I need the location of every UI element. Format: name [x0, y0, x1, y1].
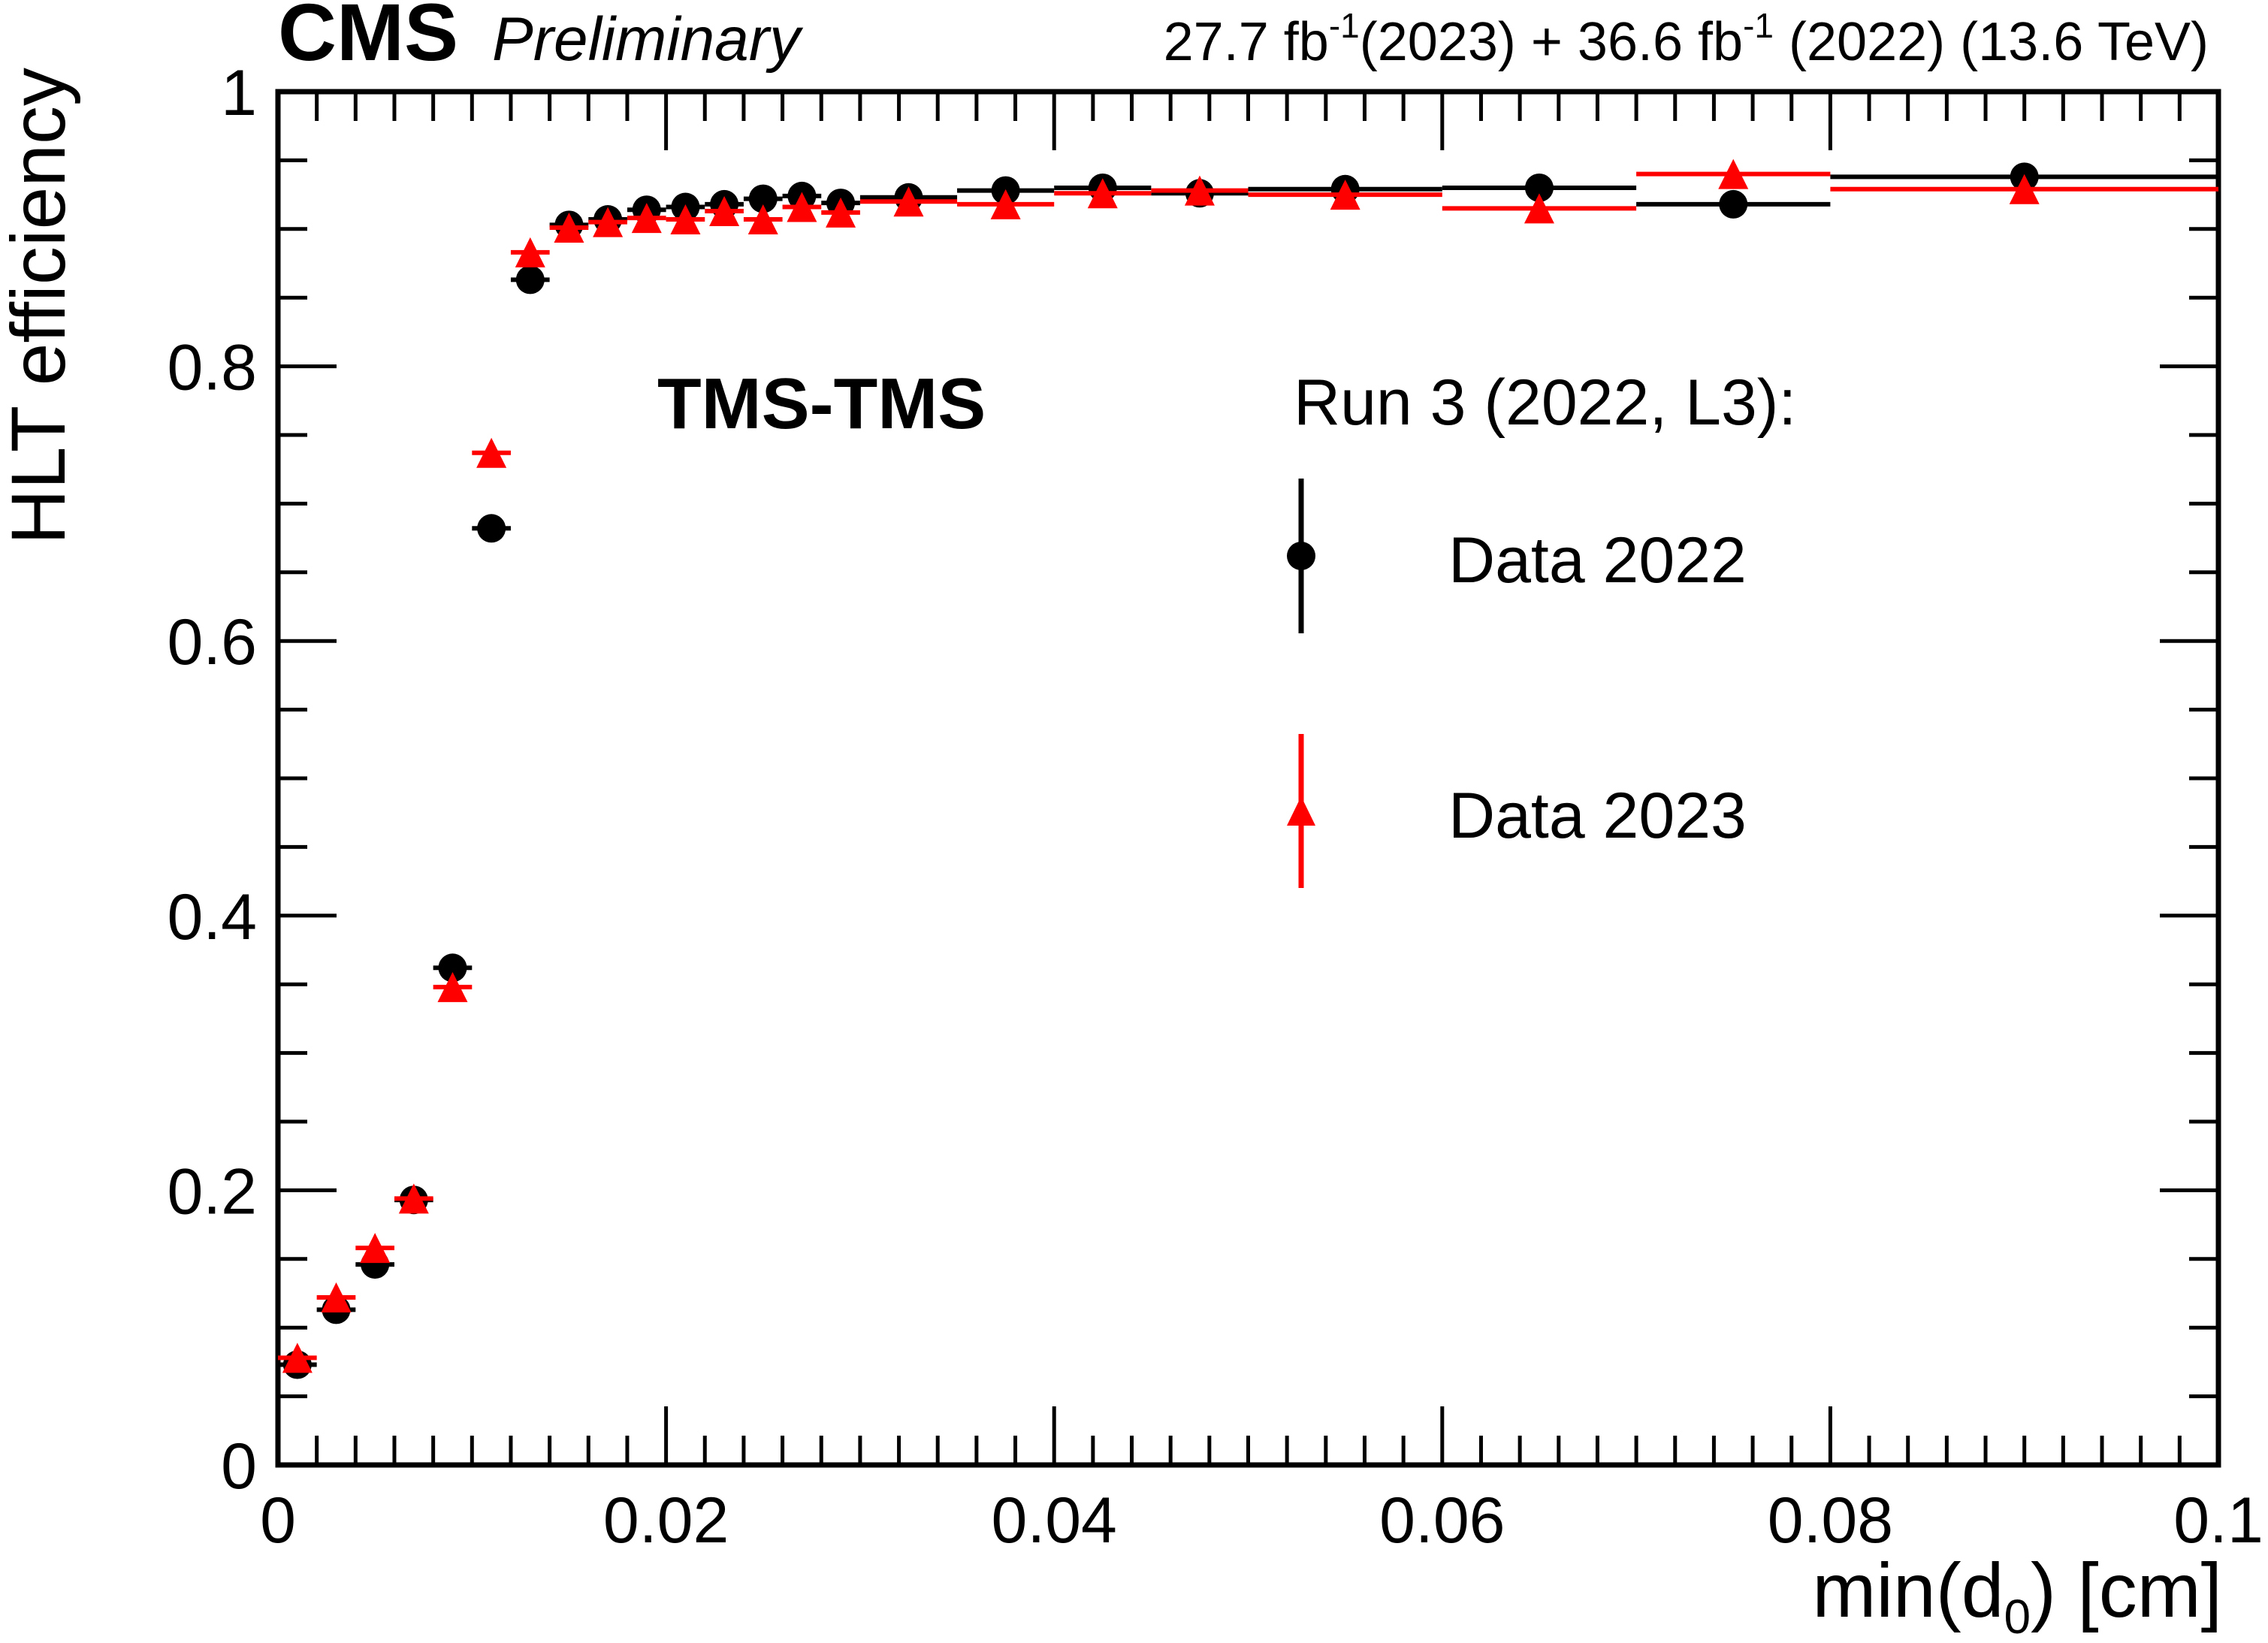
data-point	[515, 265, 545, 294]
series-data-2023	[278, 159, 2218, 1373]
luminosity-label: 27.7 fb-1(2023) + 36.6 fb-1 (2022) (13.6…	[1164, 6, 2209, 72]
y-tick-label: 0.2	[167, 1155, 257, 1228]
data-point	[1718, 159, 1749, 189]
x-tick-labels: 0 0.02 0.04 0.06 0.08 0.1	[260, 1484, 2263, 1557]
legend-header: Run 3 (2022, L3):	[1294, 367, 1796, 439]
legend-entry-data-2023: Data 2023	[1287, 734, 1747, 888]
y-tick-label: 1	[221, 57, 257, 129]
data-point	[1087, 178, 1118, 209]
plot-frame	[275, 89, 2221, 1468]
y-tick-label: 0.8	[167, 332, 257, 404]
data-point	[438, 953, 467, 983]
data-point	[748, 184, 778, 213]
data-point	[893, 186, 924, 217]
data-point	[787, 192, 817, 222]
data-point	[1719, 189, 1748, 219]
y-tick-label: 0.6	[167, 606, 257, 678]
data-point	[747, 204, 778, 235]
legend: Data 2022 Data 2023	[1287, 479, 1747, 888]
data-point	[321, 1282, 352, 1312]
category-label: TMS-TMS	[657, 364, 986, 444]
y-tick-label: 0	[221, 1430, 257, 1503]
data-point	[990, 189, 1021, 219]
y-tick-label: 0.4	[167, 881, 257, 953]
legend-label-2023: Data 2023	[1448, 780, 1747, 852]
data-point	[593, 207, 624, 237]
data-point	[1184, 175, 1215, 206]
legend-entry-data-2022: Data 2022	[1287, 479, 1747, 633]
x-tick-label: 0.1	[2173, 1484, 2263, 1557]
series-data-2022	[278, 162, 2218, 1379]
data-point	[826, 197, 856, 228]
data-point	[398, 1183, 429, 1214]
legend-marker-2023-triangle	[1287, 796, 1315, 826]
x-tick-label: 0.02	[603, 1484, 729, 1557]
data-point	[360, 1233, 391, 1264]
data-point	[437, 971, 468, 1002]
data-point	[631, 203, 662, 234]
data-point	[2009, 174, 2040, 204]
x-axis-label: min(d0) [cm]	[1812, 1548, 2222, 1643]
y-tick-labels: 0 0.2 0.4 0.6 0.8 1	[167, 57, 257, 1503]
data-point	[554, 212, 584, 243]
data-point	[1524, 193, 1554, 224]
data-point	[1330, 180, 1360, 210]
cms-label: CMS	[278, 0, 458, 77]
legend-marker-2022-circle	[1287, 542, 1315, 570]
data-point	[476, 437, 507, 468]
data-point	[282, 1342, 313, 1373]
data-point	[1524, 173, 1554, 202]
x-tick-label: 0.04	[992, 1484, 1117, 1557]
legend-label-2022: Data 2022	[1448, 524, 1747, 596]
data-point	[670, 204, 701, 235]
plot-border	[275, 89, 2221, 1468]
x-tick-label: 0.06	[1379, 1484, 1505, 1557]
x-tick-label: 0.08	[1768, 1484, 1893, 1557]
data-point	[709, 196, 740, 227]
data-series	[278, 159, 2218, 1379]
data-point	[477, 514, 506, 543]
preliminary-label: Preliminary	[492, 5, 804, 74]
x-tick-label: 0	[260, 1484, 296, 1557]
y-axis-label: HLT efficiency	[0, 68, 81, 545]
data-point	[515, 237, 545, 267]
